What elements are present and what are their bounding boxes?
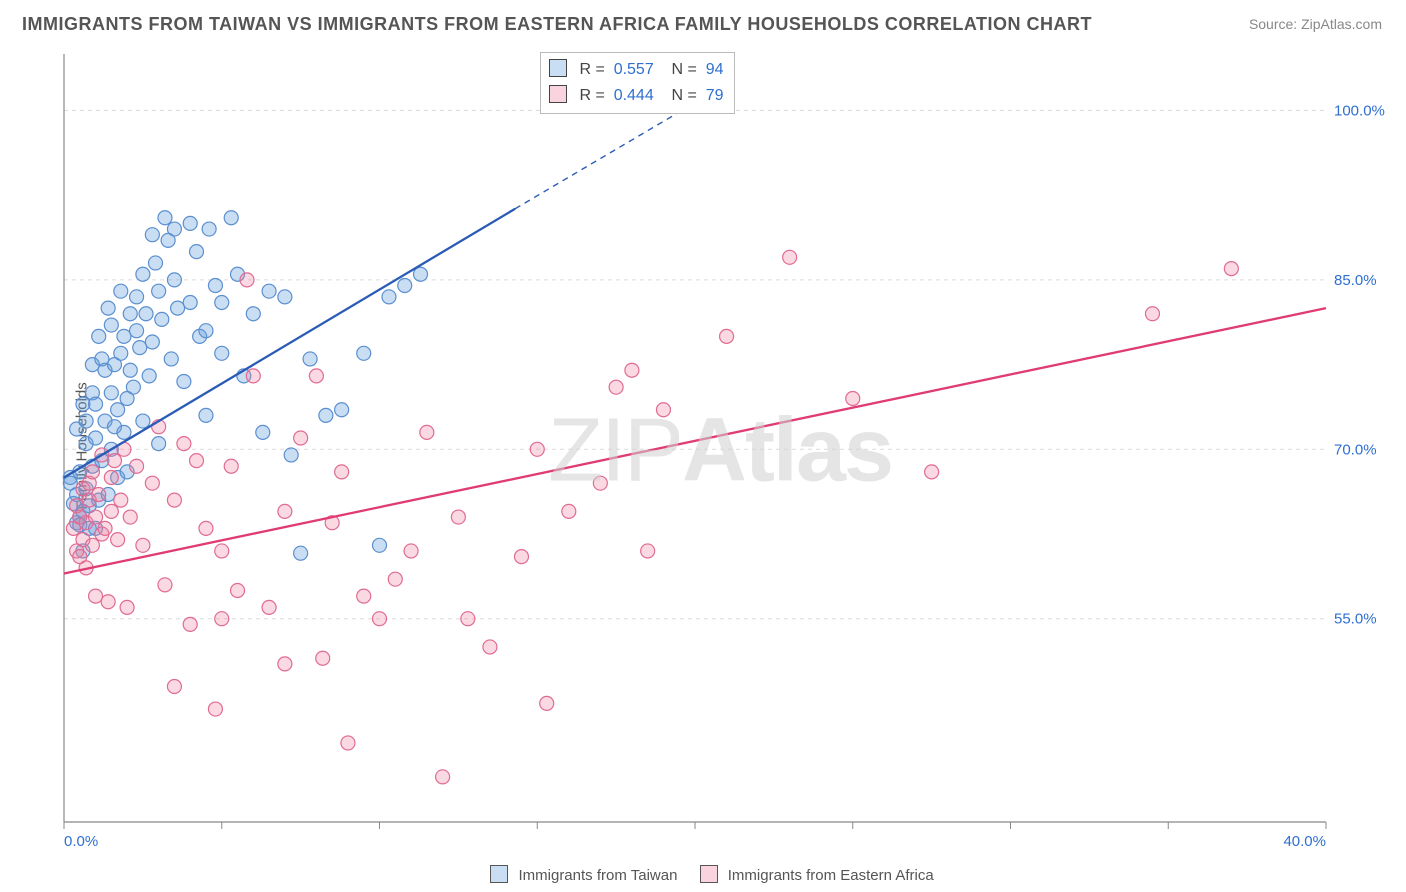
chart-title: IMMIGRANTS FROM TAIWAN VS IMMIGRANTS FRO… xyxy=(22,14,1092,35)
watermark: ZIPAtlas xyxy=(548,400,892,503)
r-value-ea: 0.444 xyxy=(614,87,654,104)
swatch-blue-icon xyxy=(549,59,567,77)
stats-row-ea: R = 0.444 N = 79 xyxy=(549,83,724,109)
svg-text:0.0%: 0.0% xyxy=(64,833,98,850)
watermark-bold: Atlas xyxy=(682,401,892,501)
bottom-legend: Immigrants from Taiwan Immigrants from E… xyxy=(0,865,1406,884)
n-value-taiwan: 94 xyxy=(706,61,724,78)
svg-text:40.0%: 40.0% xyxy=(1283,833,1326,850)
correlation-stats-box: R = 0.557 N = 94 R = 0.444 N = 79 xyxy=(540,52,735,114)
chart-area: ZIPAtlas 55.0% 70.0% 85.0% 100.0% 0.0% 40.0% xyxy=(54,50,1386,852)
legend-swatch-blue-icon xyxy=(490,865,508,883)
svg-text:55.0%: 55.0% xyxy=(1334,611,1377,628)
n-value-ea: 79 xyxy=(706,87,724,104)
svg-text:70.0%: 70.0% xyxy=(1334,441,1377,458)
legend-label-taiwan: Immigrants from Taiwan xyxy=(518,867,677,884)
legend-swatch-pink-icon xyxy=(700,865,718,883)
watermark-light: ZIP xyxy=(548,401,682,501)
r-value-taiwan: 0.557 xyxy=(614,61,654,78)
legend-label-ea: Immigrants from Eastern Africa xyxy=(728,867,934,884)
source-attribution: Source: ZipAtlas.com xyxy=(1249,16,1382,32)
svg-text:85.0%: 85.0% xyxy=(1334,272,1377,289)
stats-row-taiwan: R = 0.557 N = 94 xyxy=(549,57,724,83)
swatch-pink-icon xyxy=(549,85,567,103)
svg-text:100.0%: 100.0% xyxy=(1334,102,1385,119)
